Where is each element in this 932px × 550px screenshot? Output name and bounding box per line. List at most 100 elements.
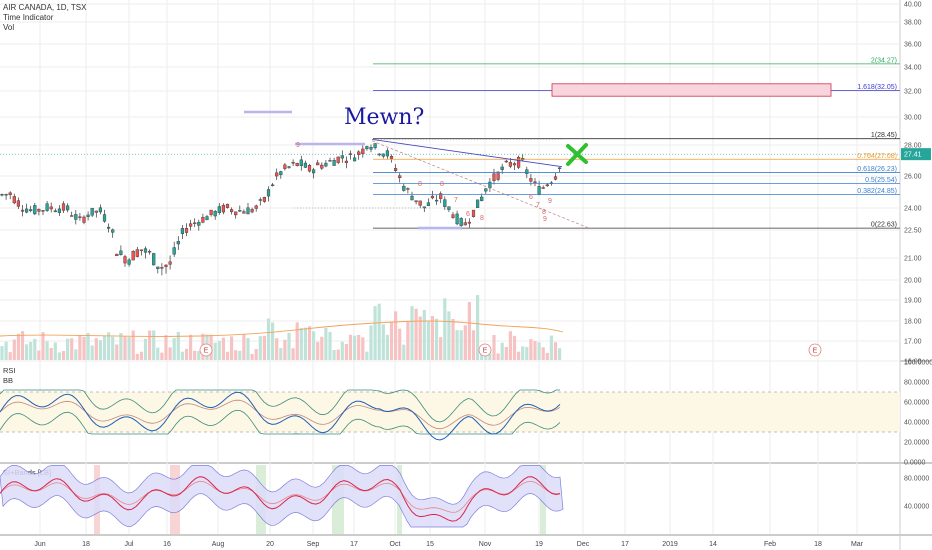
candle-body bbox=[123, 256, 127, 264]
volume-bar bbox=[262, 335, 266, 360]
rsi-title: RSI bbox=[3, 366, 16, 375]
volume-bar bbox=[525, 347, 529, 360]
indicator-label-time: Time Indicator bbox=[3, 13, 54, 22]
volume-bar bbox=[320, 336, 324, 360]
candle-body bbox=[86, 214, 90, 217]
volume-bar bbox=[287, 332, 291, 360]
volume-bar bbox=[447, 311, 451, 360]
volume-bar bbox=[8, 352, 12, 360]
volume-bar bbox=[381, 324, 385, 360]
volume-bar bbox=[41, 332, 45, 360]
candle-body bbox=[484, 188, 488, 192]
candle-body bbox=[176, 241, 180, 245]
volume-bar bbox=[426, 321, 430, 360]
volume-bar bbox=[488, 353, 492, 360]
volume-bar bbox=[332, 349, 336, 360]
volume-bar bbox=[398, 328, 402, 360]
candle-body bbox=[332, 160, 336, 166]
volume-bar bbox=[74, 349, 78, 360]
fib-level-label: 2(34.27) bbox=[871, 57, 897, 64]
candle-body bbox=[365, 146, 369, 150]
x-tick-label: Sep bbox=[307, 541, 320, 548]
candle-body bbox=[25, 208, 29, 213]
volume-bar bbox=[422, 309, 426, 360]
volume-bar bbox=[25, 344, 29, 360]
candle-body bbox=[4, 193, 8, 196]
fib-level-label: 1.618(32.05) bbox=[857, 84, 897, 91]
candle-body bbox=[201, 216, 205, 223]
si-ma-line bbox=[0, 480, 561, 513]
candle-body bbox=[381, 153, 385, 157]
candle-body bbox=[74, 214, 78, 220]
candle-body bbox=[344, 160, 348, 163]
candle-body bbox=[303, 162, 307, 168]
candle-body bbox=[476, 199, 480, 208]
x-tick-label: 17 bbox=[350, 541, 358, 548]
candle-body bbox=[422, 206, 426, 209]
volume-bar bbox=[504, 346, 508, 360]
last-price-tag bbox=[901, 148, 931, 161]
candle-body bbox=[312, 169, 316, 174]
candle-body bbox=[217, 206, 221, 213]
candle-body bbox=[275, 172, 279, 177]
candle-body bbox=[193, 222, 197, 225]
volume-bar bbox=[553, 342, 558, 360]
candle-body bbox=[106, 226, 111, 229]
candle-body bbox=[488, 181, 492, 189]
candle-body bbox=[451, 214, 455, 218]
volume-bar bbox=[295, 322, 299, 360]
fib-level-label: 0.618(26.23) bbox=[857, 166, 897, 173]
bb-lower-line bbox=[0, 409, 561, 435]
candle-body bbox=[361, 148, 365, 155]
time-count-label: 7 bbox=[454, 197, 458, 204]
time-count-label: 8 bbox=[480, 215, 484, 222]
volume-bar bbox=[357, 334, 361, 360]
candle-body bbox=[447, 206, 451, 210]
candle-body bbox=[529, 178, 533, 182]
x-tick-label: Jul bbox=[125, 541, 134, 548]
candle-body bbox=[463, 222, 467, 226]
volume-bar bbox=[312, 331, 316, 360]
volume-bar bbox=[45, 341, 49, 360]
candle-body bbox=[418, 200, 422, 206]
volume-bar bbox=[303, 327, 307, 360]
candle-body bbox=[78, 216, 82, 218]
candle-body bbox=[467, 221, 471, 224]
candle-body bbox=[398, 175, 402, 178]
volume-bar bbox=[328, 331, 332, 360]
rsi-tick-label: 60.0000 bbox=[904, 400, 929, 407]
candle-body bbox=[439, 193, 443, 199]
candle-body bbox=[373, 143, 377, 149]
candle-body bbox=[533, 181, 537, 184]
volume-bar bbox=[324, 327, 328, 360]
candle-body bbox=[45, 203, 49, 211]
rsi-tick-label: 100.0000 bbox=[904, 360, 932, 367]
volume-bar bbox=[139, 351, 143, 360]
candle-body bbox=[102, 214, 107, 222]
candle-body bbox=[12, 196, 16, 204]
candle-body bbox=[152, 253, 156, 266]
volume-bar bbox=[476, 295, 480, 360]
candle-body bbox=[254, 205, 258, 209]
volume-bar bbox=[492, 335, 496, 360]
candle-body bbox=[414, 200, 418, 203]
candle-body bbox=[20, 209, 25, 212]
volume-bar bbox=[533, 340, 537, 360]
candle-body bbox=[156, 266, 160, 269]
volume-bar bbox=[82, 336, 86, 360]
candle-body bbox=[410, 195, 414, 201]
x-tick-label: Oct bbox=[390, 541, 401, 548]
volume-bar bbox=[517, 351, 521, 360]
candle-body bbox=[53, 210, 57, 213]
x-tick-label: 16 bbox=[163, 541, 171, 548]
volume-bar bbox=[143, 338, 148, 360]
volume-bar bbox=[221, 337, 225, 360]
candle-body bbox=[496, 171, 500, 180]
candle-body bbox=[320, 164, 324, 169]
candle-body bbox=[168, 261, 172, 265]
x-tick-label: Nov bbox=[479, 541, 492, 548]
volume-bar bbox=[193, 350, 197, 360]
price-tick-label: 28.00 bbox=[904, 143, 922, 150]
candle-body bbox=[480, 196, 484, 201]
fib-level-label: 0(22.63) bbox=[871, 222, 897, 229]
